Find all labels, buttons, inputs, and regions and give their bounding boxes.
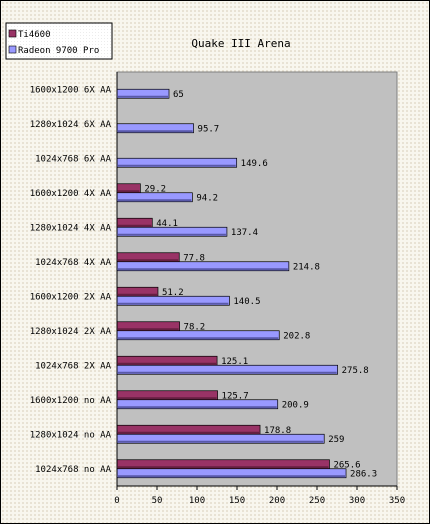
data-label: 77.8 (183, 253, 205, 263)
data-label: 29.2 (144, 184, 166, 194)
bar-shade (118, 440, 324, 443)
x-tick-label: 0 (114, 496, 119, 506)
bar-shade (118, 224, 152, 227)
category-label: 1024x768 2X AA (35, 361, 111, 371)
legend-box (5, 22, 113, 60)
data-label: 44.1 (156, 219, 178, 229)
bar-shade (118, 190, 140, 193)
bars-group: 65 95.7 149.6 29.2 94.2 44.1 137.4 77.8 214.8 51.… (116, 88, 377, 479)
category-label: 1024x768 6X AA (35, 154, 111, 164)
x-tick-label: 100 (189, 496, 205, 506)
bar-shade (118, 293, 157, 296)
data-label: 214.8 (293, 262, 320, 272)
x-tick-label: 150 (229, 496, 245, 506)
data-label: 65 (173, 90, 184, 100)
bar-shade (118, 302, 229, 305)
category-label: 1024x768 no AA (35, 465, 111, 475)
bar-shade (118, 337, 279, 340)
category-label: 1600x1200 4X AA (30, 189, 112, 199)
data-label: 94.2 (196, 193, 218, 203)
x-axis: 0 50 100 150 200 250 300 350 (114, 72, 405, 506)
chart-title: Quake III Arena (191, 37, 290, 50)
bar-shade (118, 475, 346, 478)
data-label: 149.6 (241, 159, 268, 169)
data-label: 78.2 (184, 322, 206, 332)
category-label: 1280x1024 2X AA (30, 327, 112, 337)
bar-shade (118, 164, 236, 167)
category-label: 1024x768 4X AA (35, 258, 111, 268)
data-label: 275.8 (342, 366, 369, 376)
data-label: 265.6 (333, 460, 360, 470)
data-label: 140.5 (233, 297, 260, 307)
bar-shade (118, 431, 260, 434)
bar-shade (118, 328, 179, 331)
x-tick-label: 50 (152, 496, 163, 506)
data-label: 200.9 (282, 400, 309, 410)
bar-shade (118, 371, 337, 374)
legend-label-ti4600: Ti4600 (18, 30, 51, 40)
data-label: 286.3 (350, 469, 377, 479)
legend: Ti4600 Radeon 9700 Pro (5, 22, 113, 60)
data-label: 178.8 (264, 426, 291, 436)
bar-shade (118, 466, 329, 469)
data-label: 259 (328, 435, 344, 445)
category-label: 1280x1024 6X AA (30, 120, 112, 130)
data-label: 125.1 (221, 357, 248, 367)
plot-area (116, 71, 398, 487)
data-label: 51.2 (162, 288, 184, 298)
category-labels: 1600x1200 6X AA 1280x1024 6X AA 1024x768 6… (30, 85, 112, 475)
x-tick-label: 350 (389, 496, 405, 506)
bar-shade (118, 233, 226, 236)
bar-shade (118, 95, 168, 98)
category-label: 1600x1200 2X AA (30, 292, 112, 302)
x-tick-label: 250 (309, 496, 325, 506)
bar-shade (118, 199, 192, 202)
category-label: 1600x1200 no AA (30, 396, 112, 406)
data-label: 202.8 (283, 331, 310, 341)
data-label: 95.7 (198, 124, 220, 134)
bar-shade (118, 397, 217, 400)
category-label: 1600x1200 6X AA (30, 85, 112, 95)
legend-label-radeon: Radeon 9700 Pro (18, 46, 99, 56)
category-label: 1280x1024 4X AA (30, 223, 112, 233)
bar-shade (118, 259, 179, 262)
legend-swatch-radeon (8, 45, 17, 54)
category-label: 1280x1024 no AA (30, 430, 112, 440)
data-label: 137.4 (231, 228, 258, 238)
bar-shade (118, 406, 277, 409)
x-tick-label: 300 (349, 496, 365, 506)
bar-shade (118, 268, 288, 271)
bar-shade (118, 130, 193, 133)
data-label: 125.7 (222, 391, 249, 401)
x-tick-label: 200 (269, 496, 285, 506)
legend-swatch-ti4600 (8, 29, 17, 38)
bar-shade (118, 362, 217, 365)
